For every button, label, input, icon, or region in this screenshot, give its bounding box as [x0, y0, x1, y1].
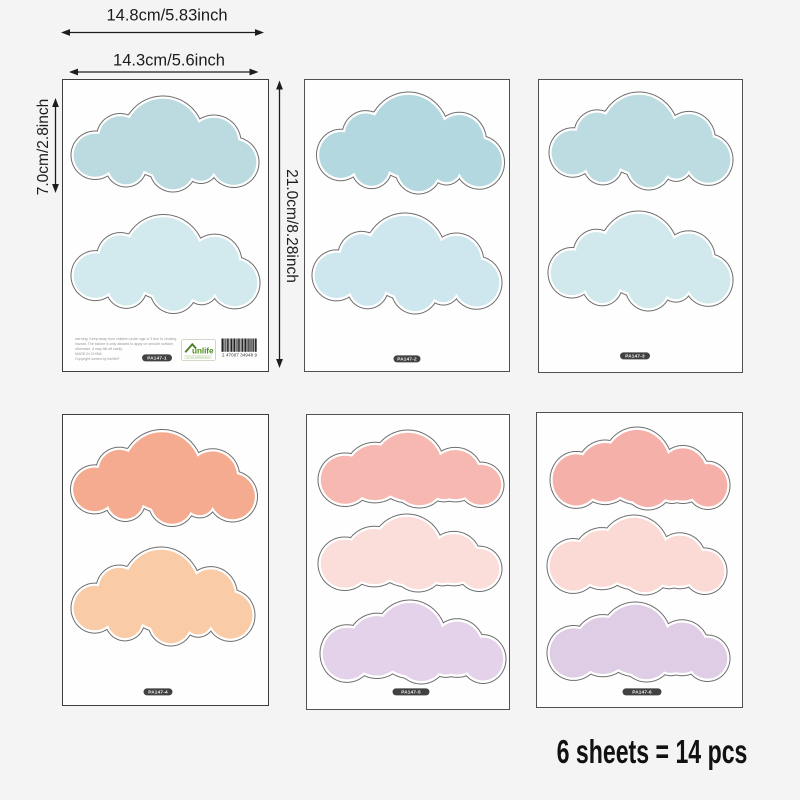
svg-text:Your home beautifier&designer: Your home beautifier&designer — [186, 356, 210, 359]
svg-text:2 47007 34948 9: 2 47007 34948 9 — [222, 353, 258, 358]
svg-text:unlife: unlife — [192, 347, 214, 356]
